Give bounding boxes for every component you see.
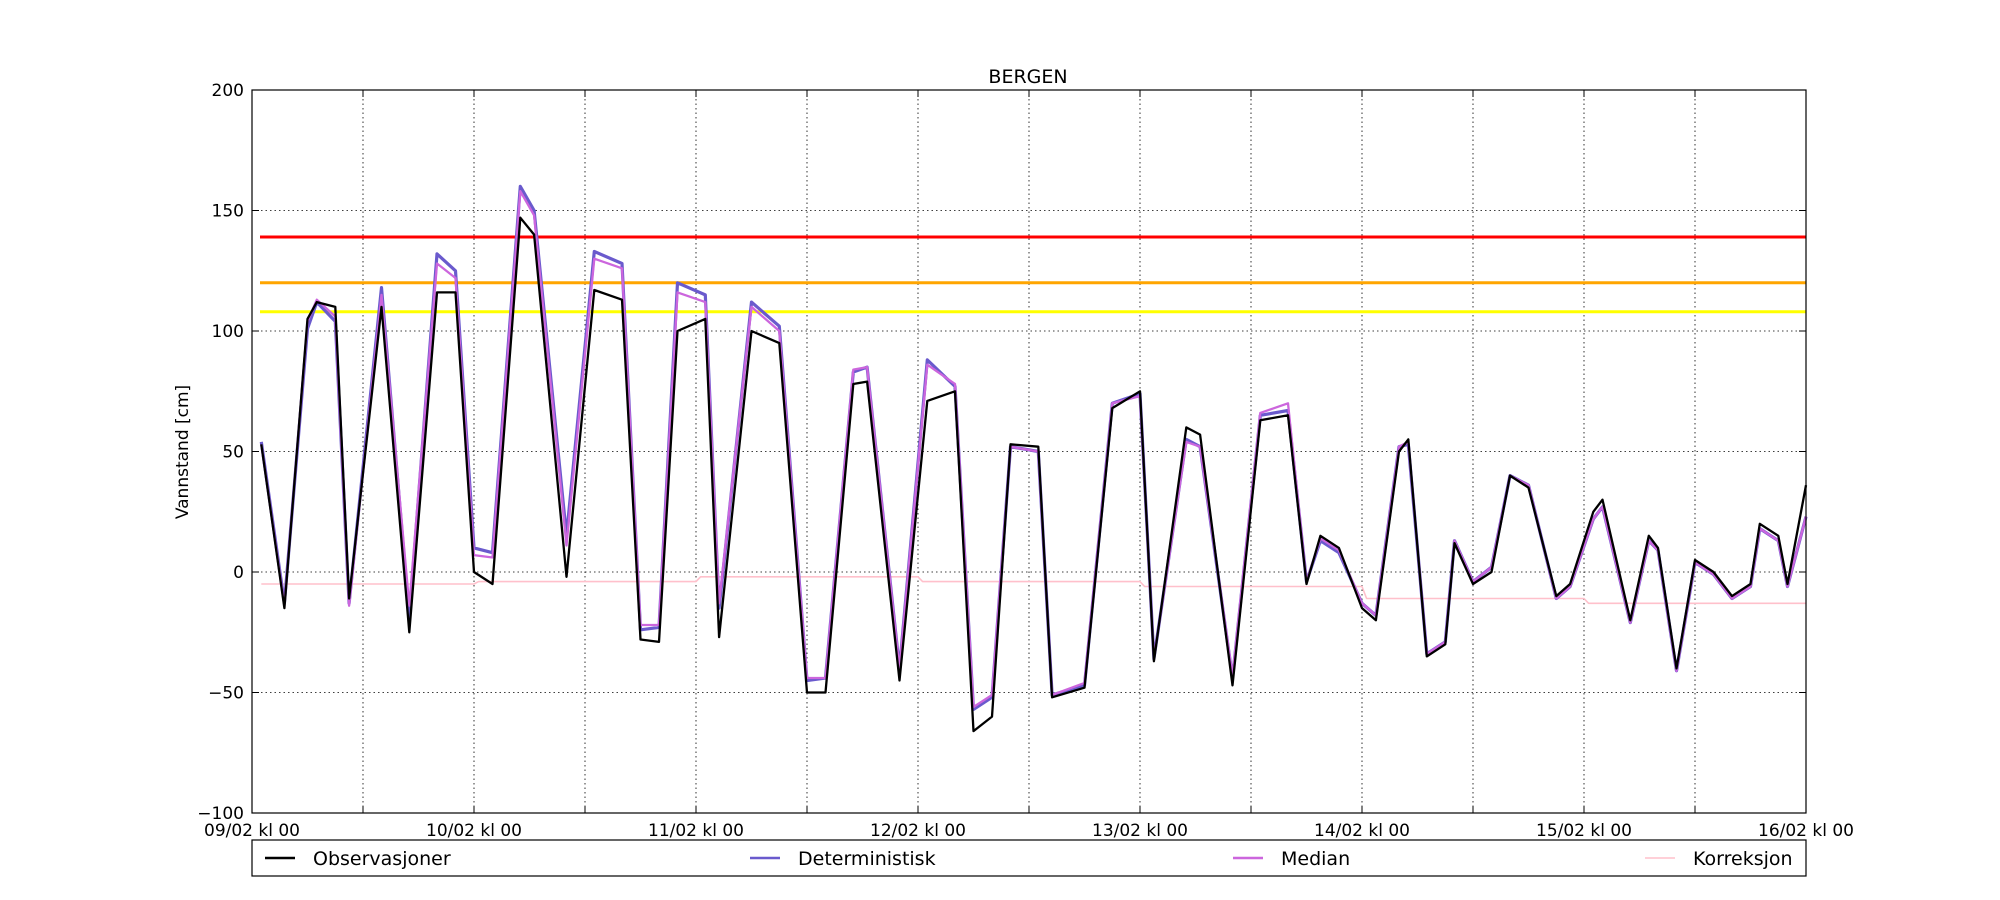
legend: Observasjoner Deterministisk Median Korreks… xyxy=(251,839,1807,877)
legend-entry: Korreksjon xyxy=(1645,848,1793,870)
y-tick-label: −100 xyxy=(197,804,244,824)
legend-entry: Observasjoner xyxy=(265,848,451,870)
threshold-lines xyxy=(260,235,1806,314)
y-tick-label: 150 xyxy=(212,202,244,222)
x-tick-label: 11/02 kl 00 xyxy=(648,821,744,841)
x-tick-label: 09/02 kl 00 xyxy=(204,821,300,841)
x-tick-label: 13/02 kl 00 xyxy=(1092,821,1188,841)
legend-label: Korreksjon xyxy=(1693,848,1793,870)
x-tick-label: 16/02 kl 00 xyxy=(1758,821,1854,841)
legend-entry: Median xyxy=(1233,848,1350,870)
series-line-median xyxy=(260,190,1808,709)
legend-label: Deterministisk xyxy=(798,848,936,870)
x-tick-label: 12/02 kl 00 xyxy=(870,821,966,841)
legend-frame xyxy=(251,839,1807,877)
series-line-korreksjon xyxy=(261,575,1806,605)
series-line-deterministisk xyxy=(259,184,1808,712)
x-tick-label: 10/02 kl 00 xyxy=(426,821,522,841)
y-tick-label: 0 xyxy=(233,563,244,583)
y-tick-label: 50 xyxy=(222,443,244,463)
y-tick-label: 200 xyxy=(212,81,244,101)
chart-title: BERGEN xyxy=(988,66,1067,88)
series-line-observasjoner xyxy=(260,216,1808,733)
data-series xyxy=(259,184,1808,733)
axis-ticks: −100 −50 0 50 100 150 200 09/02 kl 00 10/02 kl 0… xyxy=(197,81,1854,841)
y-tick-label: 100 xyxy=(212,322,244,342)
x-tick-label: 14/02 kl 00 xyxy=(1314,821,1410,841)
legend-label: Observasjoner xyxy=(313,848,451,870)
y-tick-label: −50 xyxy=(208,684,244,704)
legend-label: Median xyxy=(1281,848,1350,870)
x-tick-label: 15/02 kl 00 xyxy=(1536,821,1632,841)
y-axis-label: Vannstand [cm] xyxy=(173,385,193,519)
legend-entry: Deterministisk xyxy=(750,848,936,870)
